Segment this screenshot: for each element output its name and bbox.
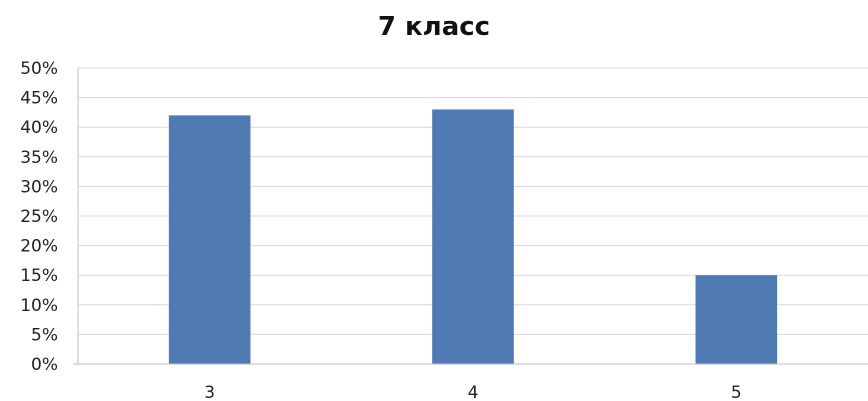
y-tick-label: 50% — [20, 59, 58, 79]
x-tick-labels: 3 4 5 — [204, 383, 741, 401]
y-tick-label: 25% — [20, 207, 58, 227]
y-tick-label: 40% — [20, 118, 58, 138]
x-tick-label: 3 — [204, 383, 215, 401]
x-tick-label: 5 — [731, 383, 742, 401]
y-tick-label: 30% — [20, 177, 58, 197]
chart-title: 7 класс — [377, 12, 491, 42]
bar — [432, 109, 514, 364]
y-tick-label: 5% — [31, 325, 58, 345]
bar — [168, 115, 251, 364]
bars — [168, 109, 778, 364]
y-tick-label: 0% — [31, 355, 58, 375]
axes — [73, 68, 868, 365]
x-tick-label: 4 — [468, 383, 479, 401]
y-tick-label: 10% — [20, 296, 58, 316]
y-tick-label: 20% — [20, 237, 58, 257]
y-tick-label: 45% — [20, 89, 58, 109]
y-tick-label: 35% — [20, 148, 58, 168]
bar — [695, 275, 778, 364]
y-tick-labels: 0% 5% 10% 15% 20% 25% 30% 35% 40% 45% 50% — [20, 59, 58, 375]
y-tick-label: 15% — [20, 266, 58, 286]
